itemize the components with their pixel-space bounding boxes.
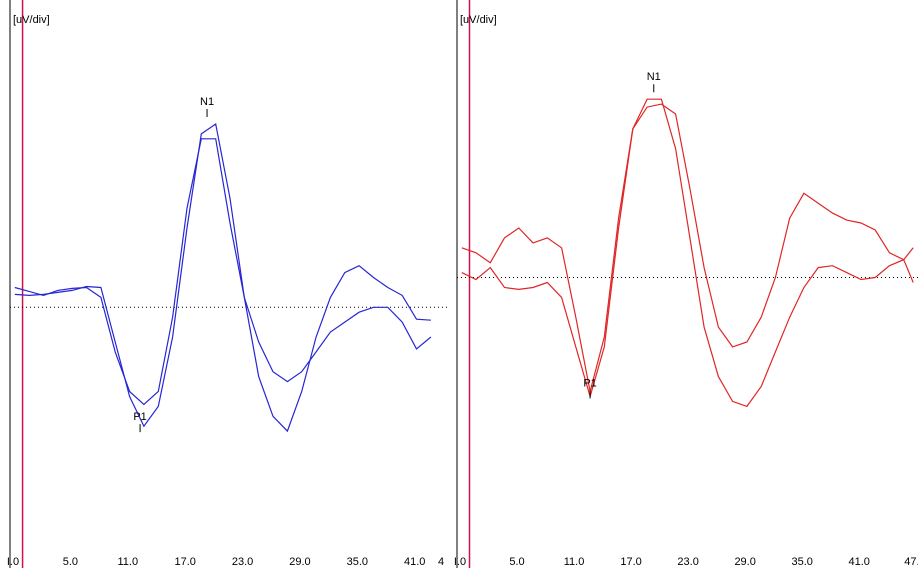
peak-label: N1 <box>647 71 661 83</box>
x-tick-label: 41.0 <box>404 556 425 568</box>
x-tick-label: 4 <box>438 556 444 568</box>
x-tick-label: 23.0 <box>677 556 698 568</box>
trace <box>14 122 431 433</box>
x-tick-label: 5.0 <box>509 556 524 568</box>
x-tick-label: 23.0 <box>232 556 253 568</box>
x-tick-label: 17.0 <box>174 556 195 568</box>
x-tick-label: I.0 <box>7 556 19 568</box>
peak-label: P1 <box>133 411 146 423</box>
y-axis-label: [uV/div] <box>13 14 50 26</box>
peak-label: P1 <box>583 377 596 389</box>
trace <box>461 98 914 408</box>
trace <box>461 103 914 392</box>
x-tick-label: 11.0 <box>117 556 138 568</box>
x-tick-label: 41.0 <box>849 556 870 568</box>
x-tick-label: 35.0 <box>791 556 812 568</box>
x-tick-label: 35.0 <box>347 556 368 568</box>
peak-label: N1 <box>200 96 214 108</box>
y-axis-label: [uV/div] <box>460 14 497 26</box>
trace <box>14 138 432 406</box>
x-tick-label: 5.0 <box>63 556 78 568</box>
x-tick-label: 17.0 <box>620 556 641 568</box>
x-tick-label: 47.0 <box>904 556 918 568</box>
x-tick-label: I.0 <box>454 556 466 568</box>
x-tick-label: 29.0 <box>734 556 755 568</box>
x-tick-label: 29.0 <box>289 556 310 568</box>
x-tick-label: 11.0 <box>564 556 585 568</box>
